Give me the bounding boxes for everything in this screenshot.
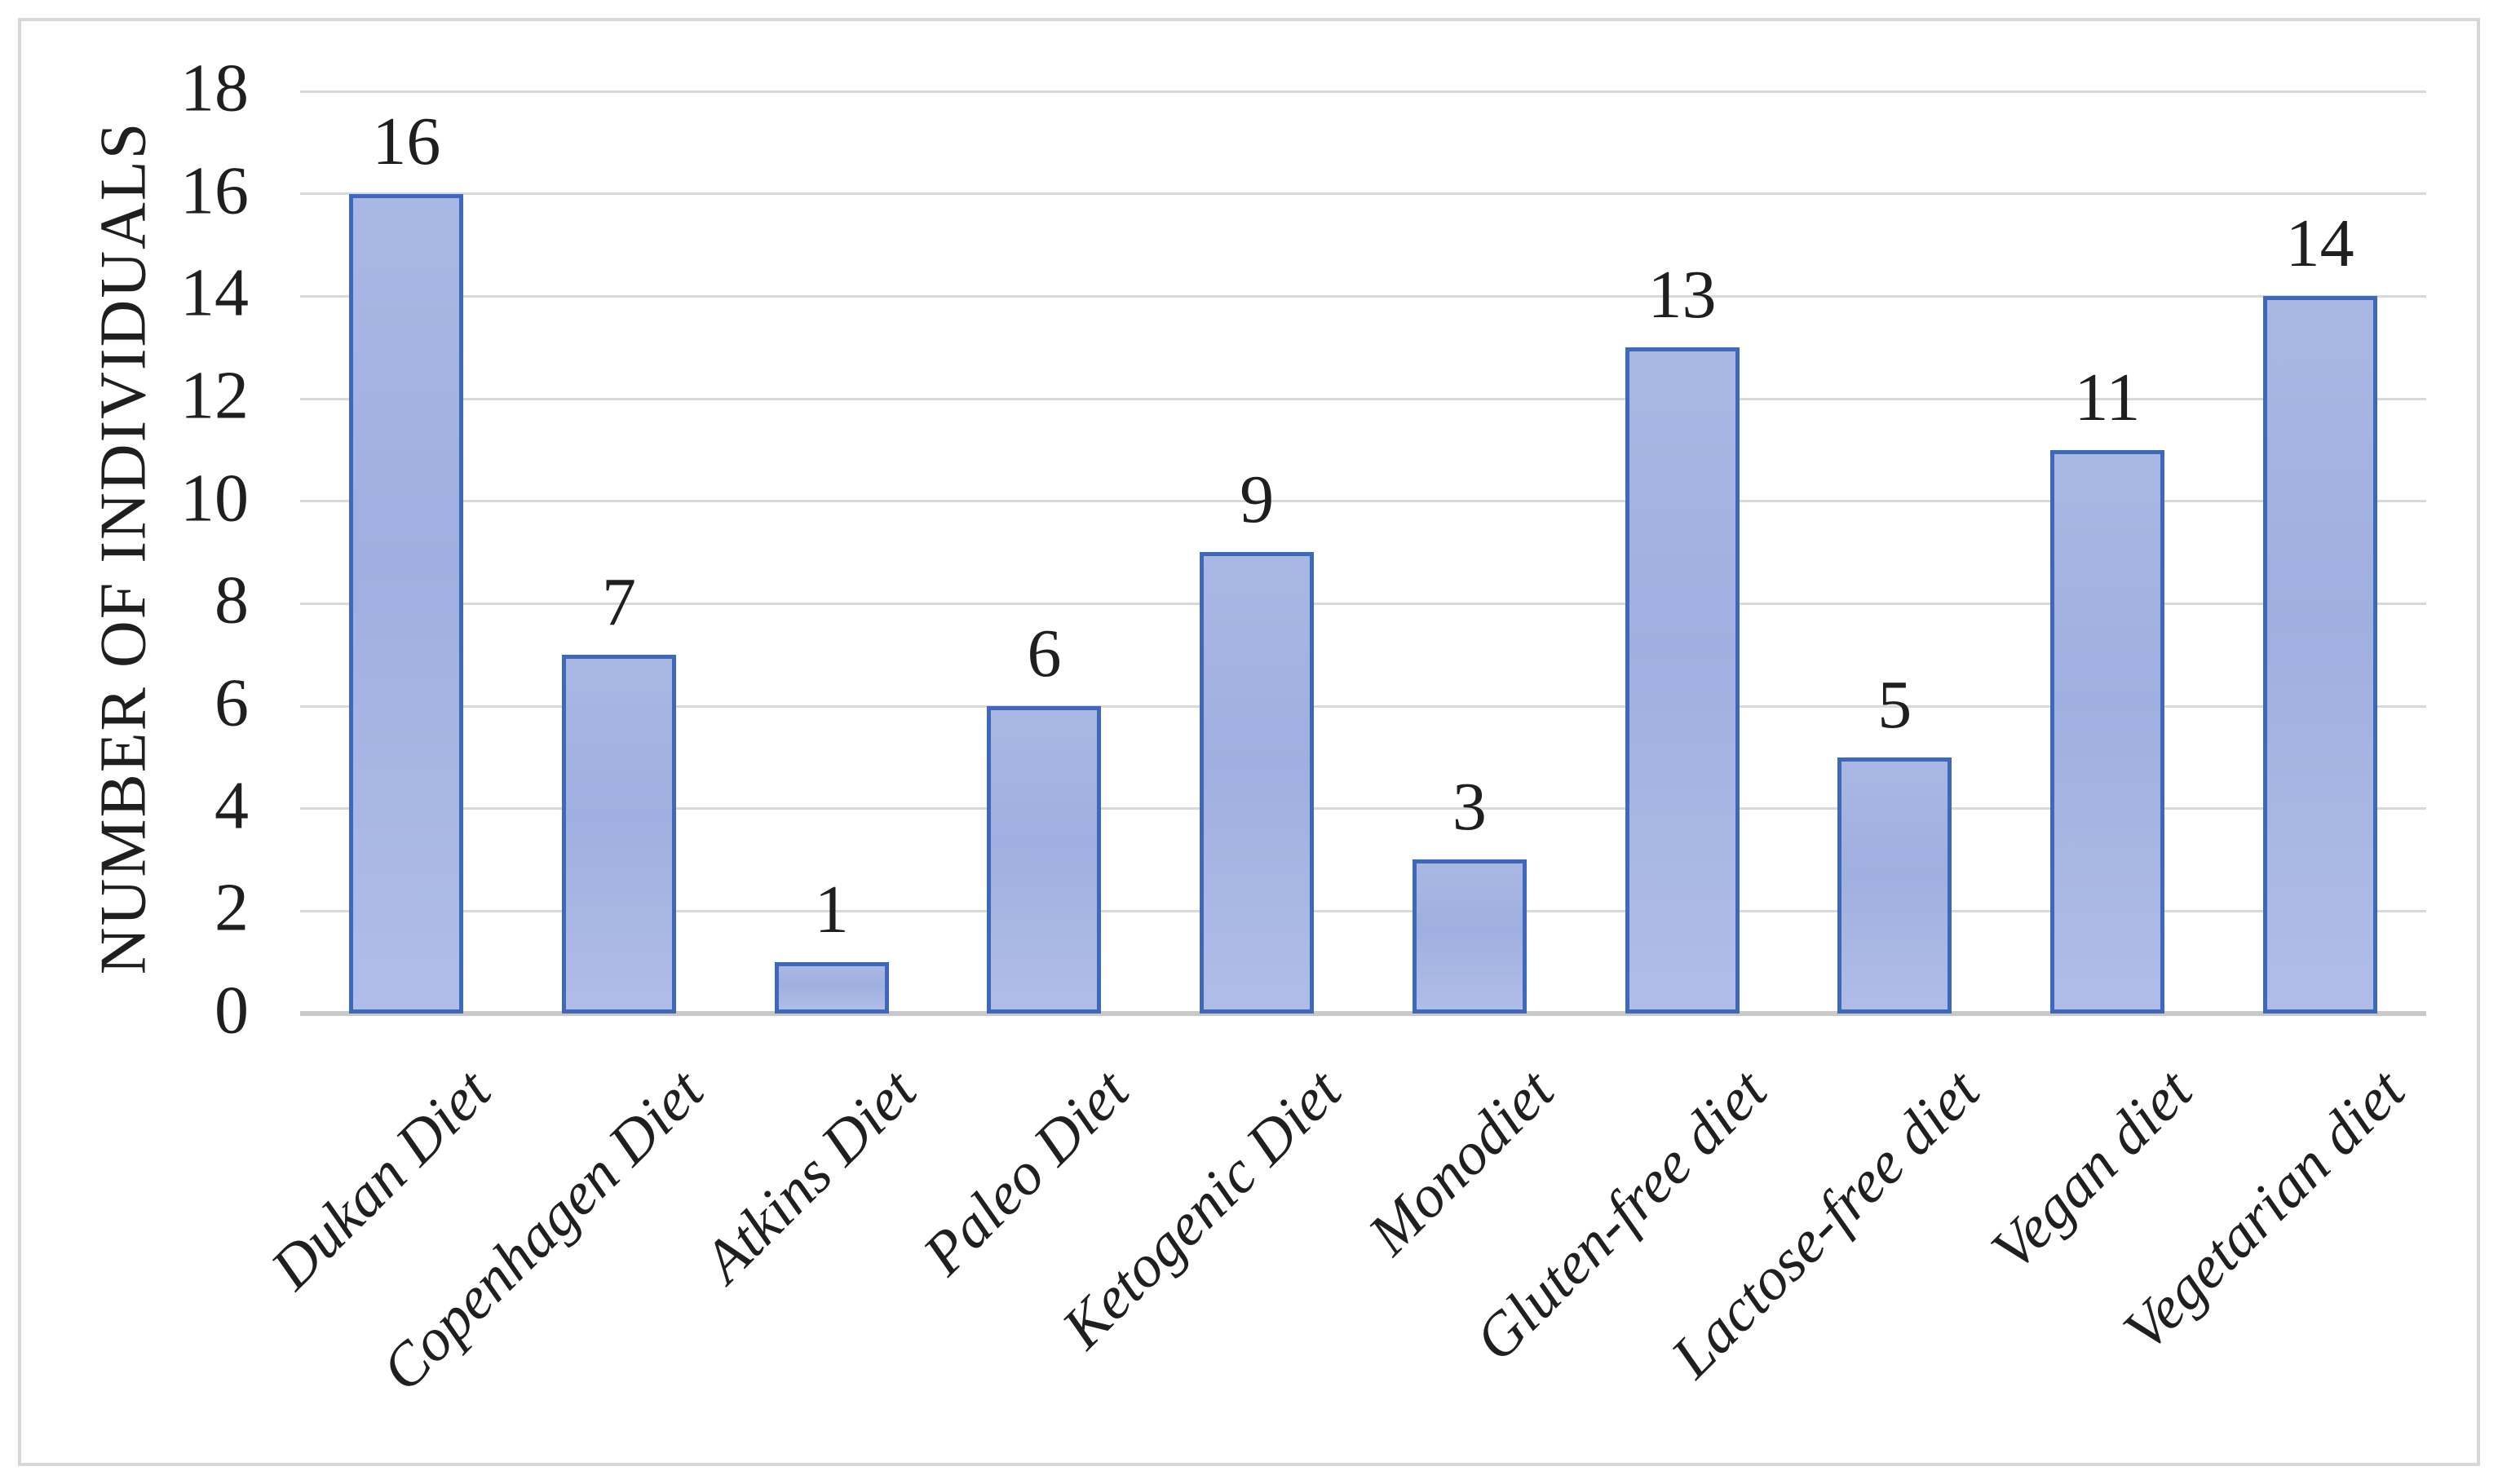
y-axis-tick-label: 2 (214, 869, 249, 946)
bar (349, 194, 464, 1014)
bar (562, 655, 677, 1014)
gridline (300, 602, 2426, 605)
y-axis-tick-label: 12 (180, 357, 249, 434)
bar-value-label: 9 (1240, 462, 1275, 537)
x-axis-line (300, 1011, 2426, 1016)
y-axis-tick-label: 18 (180, 50, 249, 126)
bar-value-label: 16 (372, 104, 441, 179)
y-axis-title: NUMBER OF INDIVIDUALS (87, 121, 160, 975)
gridline (300, 909, 2426, 912)
gridline (300, 500, 2426, 503)
bar-value-label: 7 (602, 564, 637, 640)
y-axis-tick-label: 14 (180, 254, 249, 331)
gridline (300, 807, 2426, 810)
bar-value-label: 1 (814, 872, 849, 947)
bar-value-label: 3 (1452, 769, 1487, 845)
gridline (300, 294, 2426, 298)
bar (2262, 296, 2377, 1014)
bar-value-label: 5 (1877, 667, 1912, 743)
bar (1412, 859, 1527, 1014)
bar (2049, 450, 2164, 1014)
y-axis-tick-label: 10 (180, 460, 249, 537)
bar-value-label: 11 (2074, 360, 2141, 435)
bar (1625, 347, 1740, 1014)
y-axis-tick-label: 16 (180, 152, 249, 229)
bar (1200, 552, 1315, 1014)
bar-value-label: 13 (1647, 257, 1717, 333)
gridline (300, 704, 2426, 708)
chart-outer-frame (18, 18, 2480, 1466)
bar (1837, 757, 1952, 1014)
y-axis-tick-label: 8 (214, 562, 249, 638)
gridline (300, 192, 2426, 196)
bar-value-label: 6 (1027, 616, 1062, 691)
plot-area: 16 Dukan Diet 7 Copenhagen Diet 1 Atkins Diet… (259, 90, 2426, 1404)
y-axis-tick-label: 4 (214, 767, 249, 844)
y-axis-tick-label: 0 (214, 972, 249, 1049)
gridline (300, 90, 2426, 93)
y-axis-tick-label: 6 (214, 665, 249, 741)
bar (774, 962, 889, 1014)
bar (987, 706, 1102, 1014)
bar-value-label: 14 (2285, 205, 2354, 281)
gridline (300, 397, 2426, 400)
